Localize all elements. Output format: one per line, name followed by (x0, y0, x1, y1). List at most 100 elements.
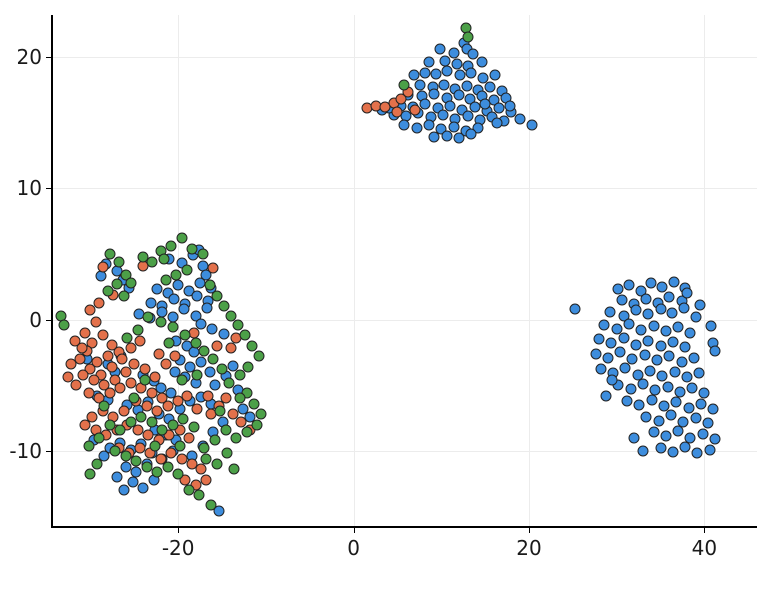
data-point (434, 43, 446, 55)
data-point (683, 402, 695, 414)
data-point (172, 279, 184, 291)
data-point (211, 458, 223, 470)
data-point (198, 345, 210, 357)
data-point (167, 321, 179, 333)
data-point (595, 363, 607, 375)
data-point (98, 450, 110, 462)
data-point (207, 353, 219, 365)
data-point (441, 130, 453, 142)
data-point (207, 262, 219, 274)
data-point (195, 356, 207, 368)
data-point (227, 360, 239, 372)
data-point (618, 332, 630, 344)
data-point (453, 132, 465, 144)
data-point (409, 104, 421, 116)
data-point (232, 319, 244, 331)
y-axis-tick-label: -10 (9, 438, 42, 463)
data-point (114, 382, 126, 394)
data-point (183, 432, 195, 444)
data-point (235, 416, 247, 428)
data-point (151, 405, 163, 417)
data-point (477, 72, 489, 84)
data-point (165, 447, 177, 459)
data-point (462, 31, 474, 43)
data-point (239, 329, 251, 341)
x-axis-tick-label: -20 (161, 536, 195, 560)
data-point (462, 110, 474, 122)
data-point (616, 294, 628, 306)
data-point (248, 398, 260, 410)
data-point (621, 395, 633, 407)
data-point (633, 399, 645, 411)
data-point (135, 411, 147, 423)
gridline-vertical (353, 15, 355, 527)
x-axis-tick (528, 528, 530, 533)
data-point (98, 400, 110, 412)
data-point (655, 303, 667, 315)
data-point (167, 311, 179, 323)
data-point (630, 304, 642, 316)
data-point (104, 387, 116, 399)
data-point (146, 387, 158, 399)
data-point (625, 383, 637, 395)
data-point (91, 356, 103, 368)
y-axis-tick (46, 450, 51, 452)
data-point (141, 461, 153, 473)
data-point (605, 337, 617, 349)
data-point (461, 80, 473, 92)
data-point (118, 405, 130, 417)
data-point (656, 281, 668, 293)
data-point (176, 453, 188, 465)
data-point (202, 390, 214, 402)
data-point (156, 424, 168, 436)
data-point (626, 353, 638, 365)
data-point (514, 113, 526, 125)
data-point (174, 424, 186, 436)
data-point (623, 279, 635, 291)
data-point (109, 445, 121, 457)
data-point (663, 350, 675, 362)
data-point (225, 342, 237, 354)
data-point (411, 122, 423, 134)
data-point (660, 430, 672, 442)
data-point (106, 361, 117, 373)
data-point (672, 425, 684, 437)
data-point (667, 336, 679, 348)
data-point (423, 119, 435, 131)
data-point (116, 353, 128, 365)
data-point (216, 363, 228, 375)
data-point (86, 337, 98, 349)
data-point (454, 69, 466, 81)
data-point (614, 346, 626, 358)
data-point (230, 432, 242, 444)
data-point (655, 340, 667, 352)
data-point (132, 324, 144, 336)
data-point (705, 320, 717, 332)
data-point (438, 79, 450, 91)
data-point (251, 419, 263, 431)
gridline-vertical (704, 15, 706, 527)
data-point (648, 426, 659, 438)
data-point (76, 342, 88, 354)
data-point (86, 411, 98, 423)
data-point (419, 67, 431, 79)
data-point (172, 395, 184, 407)
data-point (163, 337, 175, 349)
data-point (200, 453, 212, 465)
data-point (184, 361, 196, 373)
data-point (139, 363, 151, 375)
data-point (214, 405, 226, 417)
data-point (163, 429, 175, 441)
data-point (228, 463, 240, 475)
data-point (165, 240, 177, 252)
data-point (430, 68, 442, 80)
data-point (221, 447, 233, 459)
data-point (142, 311, 154, 323)
data-point (398, 79, 410, 91)
data-point (690, 412, 702, 424)
gridline-horizontal (51, 57, 757, 58)
data-point (186, 243, 198, 255)
data-point (62, 371, 74, 383)
data-point (630, 339, 642, 351)
data-point (128, 358, 140, 370)
